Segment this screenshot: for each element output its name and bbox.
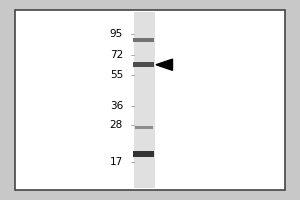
Text: 17: 17 bbox=[110, 157, 123, 167]
Polygon shape bbox=[156, 59, 172, 70]
Text: 95: 95 bbox=[110, 29, 123, 39]
FancyBboxPatch shape bbox=[134, 151, 154, 157]
FancyBboxPatch shape bbox=[15, 10, 285, 190]
Text: 55: 55 bbox=[110, 70, 123, 80]
Text: 72: 72 bbox=[110, 50, 123, 60]
FancyBboxPatch shape bbox=[134, 62, 154, 67]
FancyBboxPatch shape bbox=[135, 126, 153, 129]
FancyBboxPatch shape bbox=[134, 12, 154, 188]
FancyBboxPatch shape bbox=[134, 38, 154, 42]
Text: 28: 28 bbox=[110, 120, 123, 130]
Text: 36: 36 bbox=[110, 101, 123, 111]
